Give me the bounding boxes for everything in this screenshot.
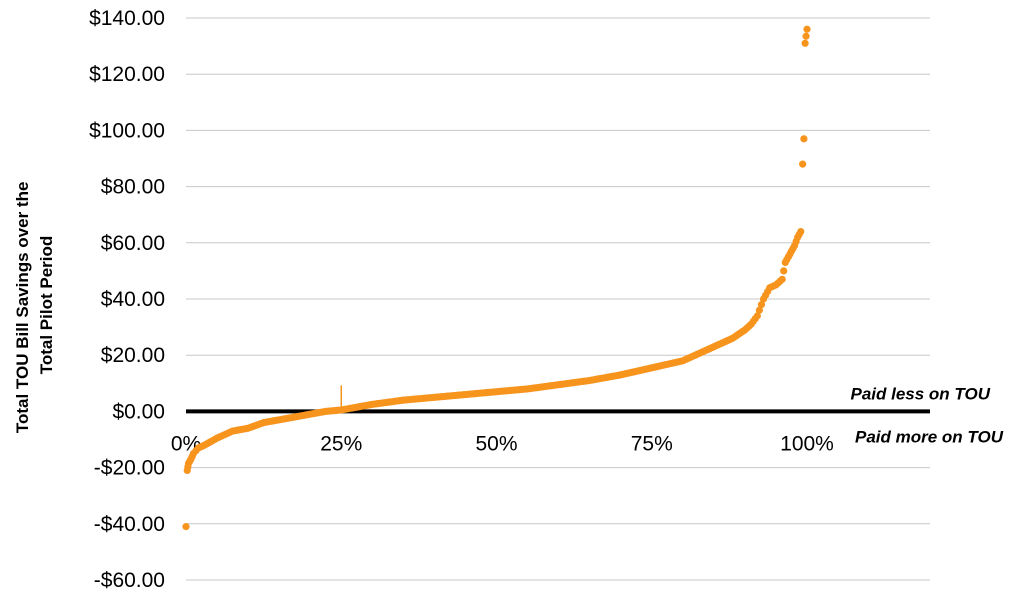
data-point	[753, 312, 761, 320]
y-tick-label: $80.00	[101, 176, 165, 199]
data-point	[802, 32, 810, 40]
data-point	[778, 275, 786, 283]
y-tick-label: -$60.00	[94, 569, 165, 592]
y-axis-title: Total TOU Bill Savings over the Total Pi…	[13, 177, 56, 433]
grid-lines	[186, 17, 930, 581]
data-point	[755, 306, 763, 314]
x-tick-label: 50%	[475, 432, 517, 455]
annotation-paid-more: Paid more on TOU	[855, 427, 1004, 446]
x-tick-label: 100%	[780, 432, 834, 455]
y-axis-title-line-2: Total Pilot Period	[37, 236, 56, 375]
y-tick-label: $0.00	[112, 400, 165, 423]
data-point	[780, 267, 788, 275]
data-point	[800, 135, 808, 143]
y-tick-label: $20.00	[101, 344, 165, 367]
annotation-paid-less: Paid less on TOU	[850, 384, 990, 403]
data-point	[803, 25, 811, 33]
x-tick-label: 25%	[320, 432, 362, 455]
y-tick-label: -$20.00	[94, 457, 165, 480]
data-points	[182, 25, 811, 531]
y-tick-label: $60.00	[101, 232, 165, 255]
data-point	[799, 160, 807, 168]
y-tick-label: $120.00	[89, 63, 165, 86]
x-tick-labels: 0% 25% 50% 75% 100%	[171, 432, 834, 455]
data-point	[797, 227, 805, 236]
data-point	[182, 523, 190, 531]
x-tick-label: 75%	[631, 432, 673, 455]
y-tick-labels: $140.00 $120.00 $100.00 $80.00 $60.00 $40.00 $…	[89, 7, 165, 592]
y-axis-title-line-1: Total TOU Bill Savings over the	[13, 182, 32, 434]
y-tick-label: -$40.00	[94, 513, 165, 536]
data-point	[757, 301, 766, 309]
data-point	[801, 39, 809, 47]
y-tick-label: $140.00	[89, 7, 165, 30]
y-tick-label: $100.00	[89, 119, 165, 142]
y-tick-label: $40.00	[101, 288, 165, 311]
